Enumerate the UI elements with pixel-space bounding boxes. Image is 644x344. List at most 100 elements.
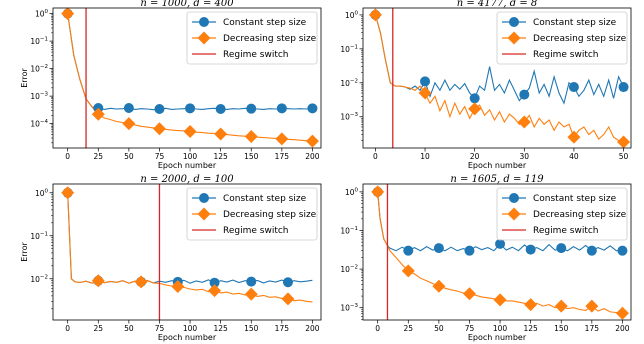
chart-title: n = 2000, d = 100 [140,174,234,185]
x-tick-label: 40 [569,152,579,161]
marker-constant [556,243,567,254]
marker-decreasing [615,306,629,320]
x-tick-label: 175 [585,324,600,333]
marker-decreasing [244,287,258,301]
y-axis-label: Error [20,68,29,88]
y-axis-label: Error [20,242,29,262]
x-tick-label: 0 [375,324,380,333]
y-tick-label: 10−1 [340,44,358,54]
marker-decreasing [468,102,482,116]
chart-panel-3: n = 2000, d = 100 100 10−1 10−2 0 25 50 75 100 12… [20,174,322,342]
marker-constant [246,103,257,114]
x-tick-label: 0 [65,152,70,161]
x-axis-label: Epoch number [468,161,527,170]
marker-decreasing [554,299,568,313]
y-tick-label: 10−2 [30,64,48,74]
legend-marker-decreasing [507,207,521,221]
x-tick-label: 150 [244,152,259,161]
x-axis-label: Epoch number [158,333,217,342]
y-tick-label: 10−2 [340,78,358,88]
y-tick-label: 100 [35,9,49,19]
marker-decreasing [61,186,75,200]
plot-area [368,8,631,148]
legend-marker-constant [199,193,209,203]
legend: Constant step size Decreasing step size Re… [496,187,628,241]
y-tick-label: 10−4 [30,119,48,129]
x-tick-label: 75 [155,152,165,161]
chart-panel-1: n = 1000, d = 400 100 10−1 10−2 10−3 10−4 0 25 5… [20,0,322,170]
x-tick-label: 150 [244,324,259,333]
chart-panel-2: n = 4177, d = 8 100 10−1 10−2 10−3 0 10 20 30 40 5… [340,0,632,170]
x-tick-label: 25 [94,152,104,161]
x-tick-label: 0 [373,152,378,161]
legend-label-switch: Regime switch [223,50,289,60]
marker-decreasing [305,134,319,148]
legend-box [186,11,318,65]
marker-constant [617,245,628,256]
marker-constant [123,103,134,114]
marker-constant [525,244,536,255]
x-tick-label: 10 [420,152,430,161]
marker-constant [469,93,480,104]
x-tick-label: 50 [124,324,134,333]
legend: Constant step size Decreasing step size Re… [186,11,318,65]
marker-decreasing [91,107,105,121]
marker-constant [618,82,629,93]
legend-label-switch: Regime switch [533,226,599,236]
marker-decreasing [152,122,166,136]
marker-decreasing [368,8,382,22]
marker-constant [282,277,293,288]
marker-decreasing [134,275,148,289]
x-tick-label: 50 [124,152,134,161]
chart-title: n = 4177, d = 8 [457,0,537,9]
x-axis-label: Epoch number [158,161,217,170]
marker-constant [209,277,220,288]
chart-title: n = 1000, d = 400 [140,0,234,9]
y-tick-label: 10−1 [30,37,48,47]
marker-decreasing [517,115,531,129]
legend-marker-decreasing [197,207,211,221]
x-tick-label: 125 [213,324,228,333]
series-line-decreasing [67,192,313,303]
x-tick-label: 100 [493,324,508,333]
marker-constant [215,104,226,115]
x-tick-label: 100 [183,152,198,161]
marker-constant [433,243,444,254]
marker-decreasing [244,130,258,144]
marker-decreasing [493,293,507,307]
y-tick-label: 100 [345,10,359,20]
legend-label-decreasing: Decreasing step size [533,34,627,44]
marker-decreasing [462,287,476,301]
x-tick-label: 75 [155,324,165,333]
x-axis-label: Epoch number [468,333,527,342]
x-tick-label: 125 [213,152,228,161]
y-tick-label: 10−1 [340,226,358,236]
legend-label-constant: Constant step size [533,18,617,28]
legend-label-constant: Constant step size [223,18,307,28]
axes-frame [52,7,322,149]
legend-marker-constant [509,17,519,27]
series-line-constant [374,14,625,105]
marker-constant [568,82,579,93]
marker-decreasing [171,280,185,294]
marker-constant [403,245,414,256]
chart-panel-4: n = 1605, d = 119 100 10−1 10−2 10−3 0 25 50 75 1… [340,174,632,342]
marker-decreasing [214,127,228,141]
x-tick-label: 200 [305,152,320,161]
x-tick-label: 150 [554,324,569,333]
x-tick-label: 175 [275,152,290,161]
marker-decreasing [401,264,415,278]
marker-constant [586,245,597,256]
x-tick-label: 30 [520,152,530,161]
marker-decreasing [617,135,631,148]
legend-box [496,187,628,241]
plot-area [61,186,313,306]
marker-decreasing [183,124,197,138]
series-line-decreasing [374,14,624,143]
marker-decreasing [91,274,105,288]
y-tick-label: 10−3 [340,303,358,313]
marker-decreasing [208,284,222,298]
marker-decreasing [281,292,295,306]
marker-decreasing [432,279,446,293]
legend-label-decreasing: Decreasing step size [223,34,317,44]
